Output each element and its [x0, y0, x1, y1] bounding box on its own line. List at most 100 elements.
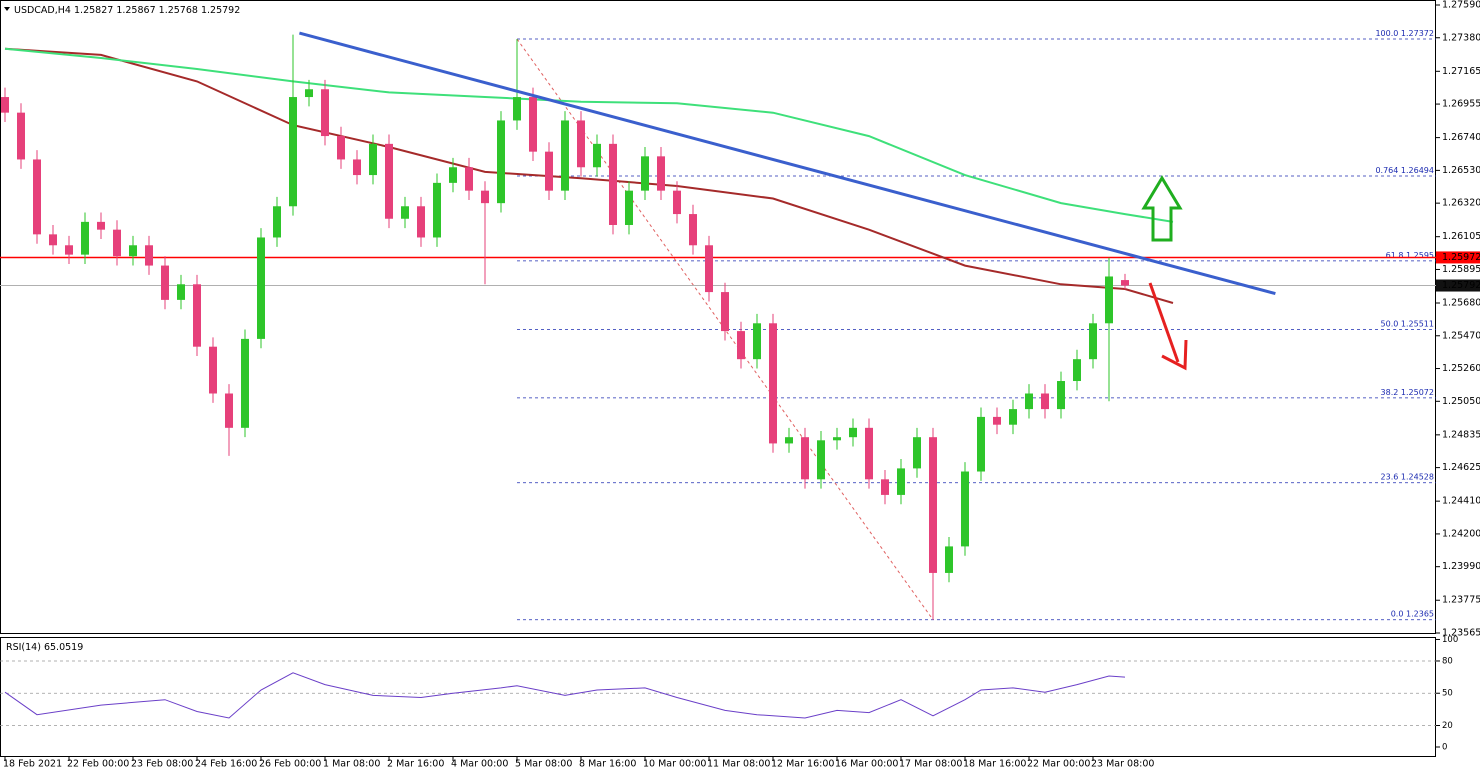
candle-body [17, 112, 25, 160]
x-tick-label: 10 Mar 00:00 [643, 759, 706, 770]
candle-body [161, 265, 169, 300]
candle-body [145, 245, 153, 266]
y-tick-label: 1.24625 [1442, 462, 1480, 473]
rsi-panel [0, 637, 1436, 757]
fib-label: 100.0 1.27372 [1375, 29, 1434, 38]
y-tick-label: 1.25680 [1442, 298, 1480, 309]
candle-body [609, 143, 617, 225]
candle-body [113, 229, 121, 257]
candle-body [289, 97, 297, 207]
candle-body [881, 479, 889, 495]
candle-body [689, 214, 697, 246]
y-tick-label: 1.24200 [1442, 528, 1480, 539]
candle-body [1089, 323, 1097, 360]
candle-body [241, 338, 249, 428]
candle-body [529, 97, 537, 152]
y-tick-label: 1.25470 [1442, 330, 1480, 341]
y-tick-label: 1.26740 [1442, 132, 1480, 143]
rsi-header: RSI(14) 65.0519 [6, 642, 83, 653]
menu-triangle [4, 7, 10, 11]
fib-price: 1.24528 [1401, 472, 1434, 481]
y-tick-label: 1.24410 [1442, 496, 1480, 507]
current-price-label: 1.25792 [1442, 280, 1480, 291]
fib-label: 50.0 1.25511 [1381, 319, 1434, 328]
fib-diagonal [516, 38, 934, 621]
candle-body [769, 323, 777, 444]
fib-price: 1.25072 [1401, 387, 1434, 396]
symbol: USDCAD,H4 [14, 5, 71, 16]
candle-body [65, 245, 73, 255]
header: USDCAD,H4 1.25827 1.25867 1.25768 1.2579… [14, 5, 240, 16]
fib-price: 1.26494 [1401, 165, 1434, 174]
candle-body [369, 143, 377, 176]
candle-body [625, 190, 633, 225]
candle-body [577, 120, 585, 168]
candle-body [1057, 381, 1065, 410]
candle-body [481, 190, 489, 204]
resistance-box [1436, 251, 1480, 264]
rsi-tick-label: 80 [1442, 656, 1453, 666]
candle-body [961, 471, 969, 547]
candle-body [353, 159, 361, 176]
candle-body [273, 206, 281, 238]
y-tick-label: 1.25895 [1442, 264, 1480, 275]
candle-body [337, 136, 345, 160]
candle-body [993, 416, 1001, 425]
x-tick-label: 2 Mar 16:00 [387, 759, 444, 770]
candle-body [897, 468, 905, 495]
candle-body [929, 437, 937, 573]
x-tick-label: 22 Mar 00:00 [1027, 759, 1090, 770]
y-tick-label: 1.25260 [1442, 363, 1480, 374]
candle-body [1025, 393, 1033, 410]
down-arrow-head [1161, 339, 1188, 371]
x-tick-label: 16 Mar 00:00 [835, 759, 898, 770]
candle-body [1009, 409, 1017, 425]
candle-body [833, 437, 841, 441]
candle-body [1121, 280, 1129, 286]
candle-body [177, 284, 185, 300]
rsi-tick-label: 20 [1442, 721, 1453, 731]
candle-body [561, 120, 569, 191]
fib-price: 1.2365 [1406, 609, 1434, 618]
candle-body [641, 156, 649, 191]
candle-body [257, 237, 265, 339]
fib-label: 38.2 1.25072 [1381, 387, 1434, 396]
fib-label: 23.6 1.24528 [1381, 472, 1434, 481]
rsi-value: 65.0519 [44, 642, 83, 653]
candle-body [673, 190, 681, 215]
fib-ratio: 50.0 [1381, 319, 1399, 328]
y-tick-label: 1.26320 [1442, 198, 1480, 209]
fib-ratio: 0.0 [1391, 609, 1404, 618]
candle-body [1073, 359, 1081, 382]
x-tick-label: 23 Mar 08:00 [1091, 759, 1154, 770]
trendline [299, 31, 1276, 296]
y-tick-label: 1.23775 [1442, 595, 1480, 606]
candle-body [81, 221, 89, 255]
candle-body [225, 393, 233, 428]
candle-body [1, 97, 9, 113]
x-tick-label: 1 Mar 08:00 [323, 759, 380, 770]
candle-body [705, 245, 713, 293]
candle-body [785, 437, 793, 444]
rsi-tick-label: 100 [1442, 635, 1458, 645]
y-tick-label: 1.26530 [1442, 165, 1480, 176]
candle-body [545, 151, 553, 191]
candle-body [801, 437, 809, 480]
candle-body [1041, 393, 1049, 410]
candle-body [817, 440, 825, 480]
y-tick-label: 1.27165 [1442, 66, 1480, 77]
candle-body [753, 323, 761, 360]
close-value: 1.25792 [201, 5, 240, 16]
resistance-box-label: 1.25972 [1442, 252, 1480, 263]
fib-ratio: 23.6 [1381, 472, 1399, 481]
x-tick-label: 4 Mar 00:00 [451, 759, 508, 770]
fib-ratio: 38.2 [1381, 387, 1399, 396]
x-tick-label: 5 Mar 08:00 [515, 759, 572, 770]
candle-body [513, 97, 521, 121]
candle-body [33, 159, 41, 235]
candle-body [865, 427, 873, 480]
candle-body [193, 284, 201, 347]
y-tick-label: 1.27380 [1442, 32, 1480, 43]
candle-body [977, 416, 985, 472]
